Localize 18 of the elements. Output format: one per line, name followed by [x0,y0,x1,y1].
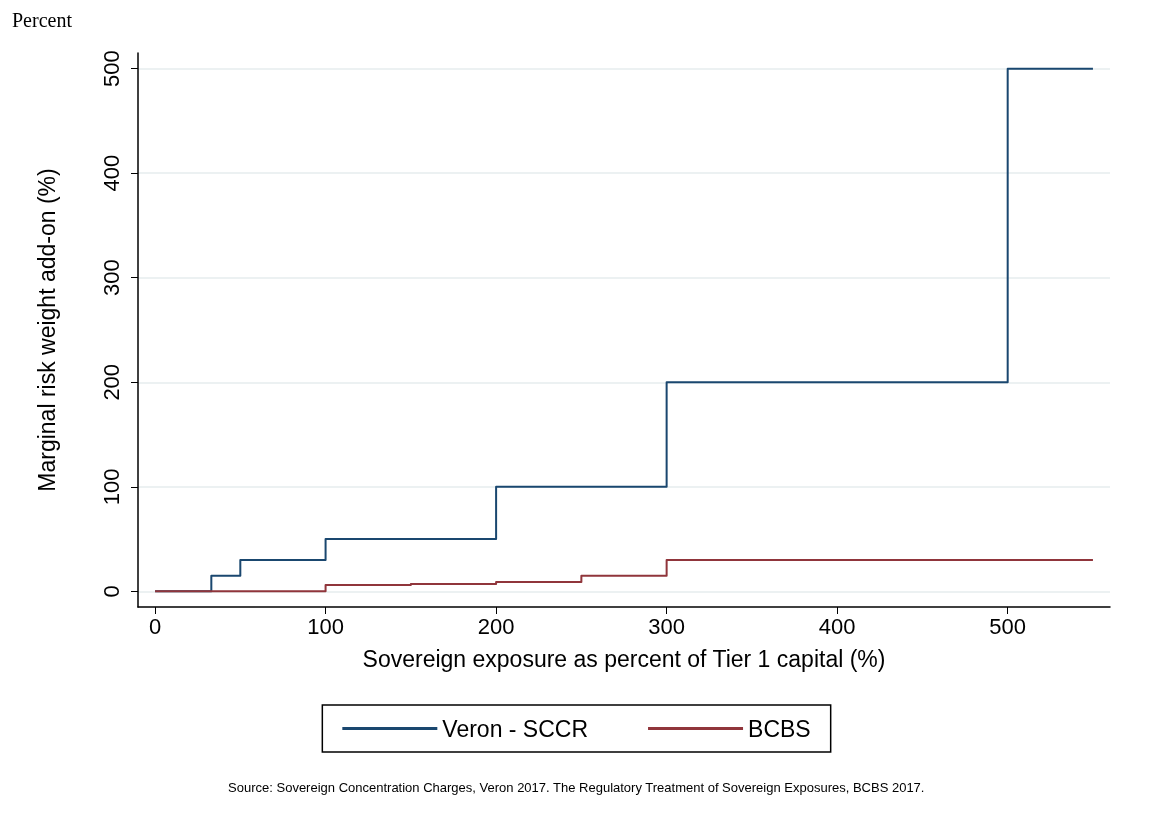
x-tick-label: 300 [648,613,685,639]
y-axis-title: Marginal risk weight add-on (%) [33,168,60,492]
y-tick-label: 100 [98,468,124,506]
y-tick-label: 300 [98,259,124,297]
text: Percent [12,9,73,31]
x-tick-label: 200 [477,613,515,639]
x-tick-label: 500 [989,613,1027,639]
legend-label: BCBS [748,715,811,742]
x-axis-title: Sovereign exposure as percent of Tier 1 capital (%) [362,645,886,672]
y-tick-label: 400 [98,154,124,192]
y-tick-label: 200 [98,363,124,401]
x-tick-label: 400 [818,613,856,639]
legend-label: Veron - SCCR [442,715,589,742]
source-note: Source: Sovereign Concentration Charges, Veron 2017. The Regulatory Treatment of Sovereign Exposures, BCBS 2017. [228,780,925,795]
y-tick-label: 0 [98,585,124,598]
x-tick-label: 100 [307,613,344,639]
y-tick-label: 500 [98,50,124,88]
x-tick-label: 0 [148,613,162,639]
